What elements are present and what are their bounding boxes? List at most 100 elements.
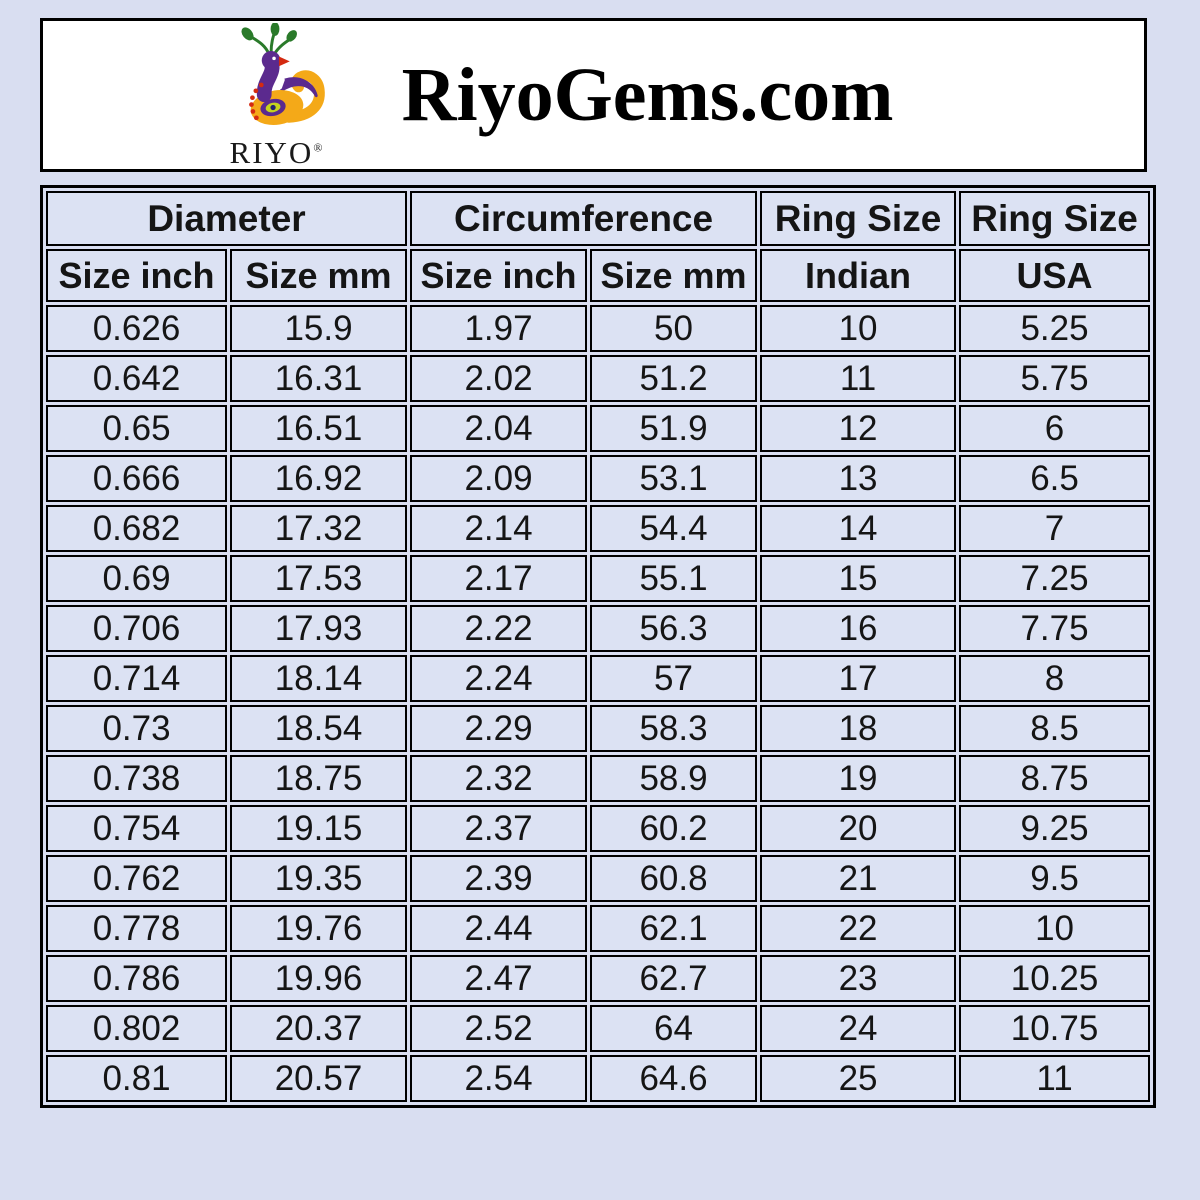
group-header-row: Diameter Circumference Ring Size Ring Si… <box>46 191 1151 246</box>
table-cell: 0.69 <box>46 555 227 602</box>
table-cell: 0.65 <box>46 405 227 452</box>
table-cell: 51.2 <box>590 355 758 402</box>
table-cell: 18 <box>760 705 957 752</box>
table-cell: 8.75 <box>959 755 1151 802</box>
table-cell: 10.75 <box>959 1005 1151 1052</box>
table-row: 0.754 19.15 2.37 60.2 20 9.25 <box>46 805 1151 852</box>
table-cell: 16.92 <box>230 455 408 502</box>
column-group-ring-size-indian: Ring Size <box>760 191 957 246</box>
table-cell: 6 <box>959 405 1151 452</box>
sub-header-row: Size inch Size mm Size inch Size mm Indi… <box>46 249 1151 302</box>
table-cell: 17 <box>760 655 957 702</box>
table-cell: 14 <box>760 505 957 552</box>
table-cell: 60.2 <box>590 805 758 852</box>
table-cell: 16 <box>760 605 957 652</box>
table-cell: 19 <box>760 755 957 802</box>
table-cell: 5.25 <box>959 305 1151 352</box>
table-cell: 9.25 <box>959 805 1151 852</box>
table-cell: 60.8 <box>590 855 758 902</box>
table-cell: 7.25 <box>959 555 1151 602</box>
table-cell: 8 <box>959 655 1151 702</box>
table-cell: 2.47 <box>410 955 588 1002</box>
table-cell: 0.73 <box>46 705 227 752</box>
table-cell: 64.6 <box>590 1055 758 1102</box>
table-cell: 5.75 <box>959 355 1151 402</box>
table-cell: 2.37 <box>410 805 588 852</box>
table-row: 0.762 19.35 2.39 60.8 21 9.5 <box>46 855 1151 902</box>
table-row: 0.682 17.32 2.14 54.4 14 7 <box>46 505 1151 552</box>
table-cell: 2.17 <box>410 555 588 602</box>
table-cell: 0.666 <box>46 455 227 502</box>
table-cell: 12 <box>760 405 957 452</box>
table-cell: 16.31 <box>230 355 408 402</box>
table-cell: 19.76 <box>230 905 408 952</box>
table-cell: 17.32 <box>230 505 408 552</box>
table-row: 0.626 15.9 1.97 50 10 5.25 <box>46 305 1151 352</box>
table-cell: 2.52 <box>410 1005 588 1052</box>
table-row: 0.802 20.37 2.52 64 24 10.75 <box>46 1005 1151 1052</box>
column-header-circumference-mm: Size mm <box>590 249 758 302</box>
table-cell: 21 <box>760 855 957 902</box>
table-cell: 17.53 <box>230 555 408 602</box>
table-row: 0.69 17.53 2.17 55.1 15 7.25 <box>46 555 1151 602</box>
table-cell: 9.5 <box>959 855 1151 902</box>
table-cell: 7.75 <box>959 605 1151 652</box>
table-cell: 8.5 <box>959 705 1151 752</box>
table-row: 0.666 16.92 2.09 53.1 13 6.5 <box>46 455 1151 502</box>
table-cell: 19.15 <box>230 805 408 852</box>
table-cell: 18.54 <box>230 705 408 752</box>
column-header-usa: USA <box>959 249 1151 302</box>
table-cell: 24 <box>760 1005 957 1052</box>
table-cell: 0.786 <box>46 955 227 1002</box>
table-cell: 0.714 <box>46 655 227 702</box>
logo: RIYO® <box>211 22 341 170</box>
brand-text: RIYO <box>229 134 314 170</box>
table-cell: 53.1 <box>590 455 758 502</box>
table-row: 0.65 16.51 2.04 51.9 12 6 <box>46 405 1151 452</box>
column-group-diameter: Diameter <box>46 191 408 246</box>
header-banner: RIYO® RiyoGems.com <box>40 18 1147 172</box>
column-header-diameter-inch: Size inch <box>46 249 227 302</box>
table-cell: 6.5 <box>959 455 1151 502</box>
table-cell: 22 <box>760 905 957 952</box>
table-cell: 2.29 <box>410 705 588 752</box>
table-cell: 20.37 <box>230 1005 408 1052</box>
table-cell: 2.39 <box>410 855 588 902</box>
table-cell: 2.02 <box>410 355 588 402</box>
table-cell: 0.81 <box>46 1055 227 1102</box>
table-row: 0.642 16.31 2.02 51.2 11 5.75 <box>46 355 1151 402</box>
table-cell: 0.706 <box>46 605 227 652</box>
table-cell: 10.25 <box>959 955 1151 1002</box>
table-cell: 13 <box>760 455 957 502</box>
table-cell: 2.24 <box>410 655 588 702</box>
table-cell: 19.35 <box>230 855 408 902</box>
table-row: 0.778 19.76 2.44 62.1 22 10 <box>46 905 1151 952</box>
table-cell: 10 <box>959 905 1151 952</box>
table-body: 0.626 15.9 1.97 50 10 5.25 0.642 16.31 2.02 51.2 1… <box>46 305 1151 1102</box>
table-cell: 7 <box>959 505 1151 552</box>
table-cell: 19.96 <box>230 955 408 1002</box>
registered-mark-icon: ® <box>313 140 323 155</box>
table-cell: 18.14 <box>230 655 408 702</box>
table-cell: 15.9 <box>230 305 408 352</box>
table-cell: 2.22 <box>410 605 588 652</box>
ring-size-table: Diameter Circumference Ring Size Ring Si… <box>40 185 1157 1108</box>
column-group-circumference: Circumference <box>410 191 758 246</box>
table-cell: 0.762 <box>46 855 227 902</box>
table-cell: 11 <box>959 1055 1151 1102</box>
table-cell: 15 <box>760 555 957 602</box>
table-cell: 2.14 <box>410 505 588 552</box>
table-row: 0.81 20.57 2.54 64.6 25 11 <box>46 1055 1151 1102</box>
peacock-logo-icon <box>241 22 325 125</box>
table-cell: 0.778 <box>46 905 227 952</box>
table-row: 0.706 17.93 2.22 56.3 16 7.75 <box>46 605 1151 652</box>
table-cell: 55.1 <box>590 555 758 602</box>
table-cell: 51.9 <box>590 405 758 452</box>
table-row: 0.738 18.75 2.32 58.9 19 8.75 <box>46 755 1151 802</box>
table-cell: 1.97 <box>410 305 588 352</box>
table-cell: 0.738 <box>46 755 227 802</box>
table-cell: 62.1 <box>590 905 758 952</box>
table-cell: 10 <box>760 305 957 352</box>
table-cell: 0.802 <box>46 1005 227 1052</box>
